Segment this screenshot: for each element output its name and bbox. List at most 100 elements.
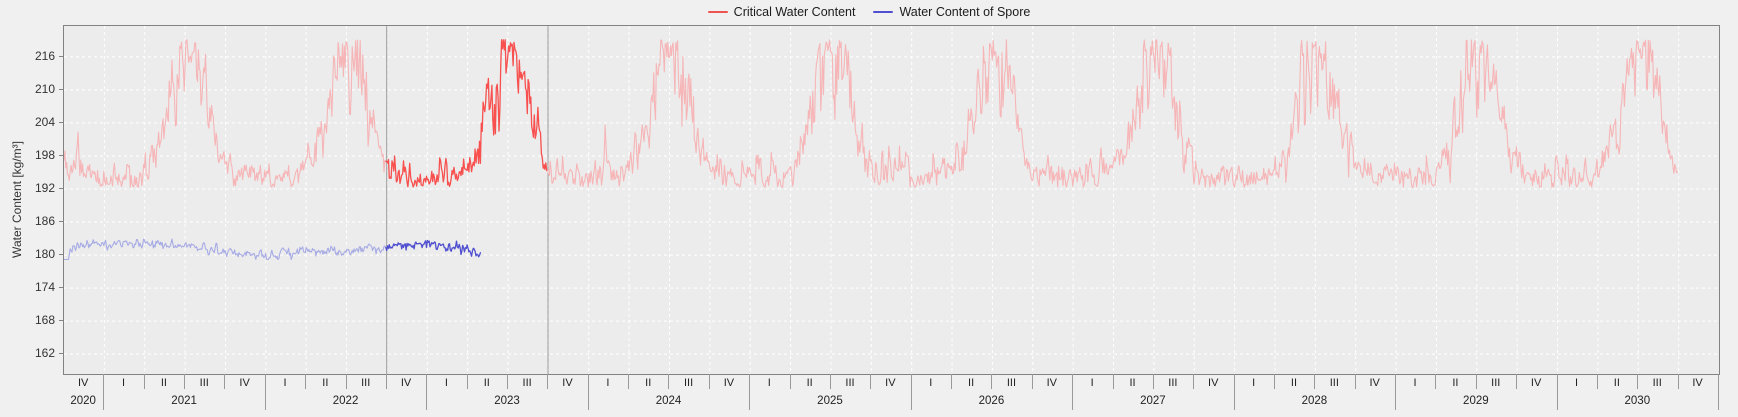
y-tick-mark bbox=[59, 187, 64, 189]
x-quarter-label: I bbox=[929, 377, 933, 389]
quarter-separator bbox=[1596, 374, 1598, 389]
y-tick-label: 174 bbox=[34, 280, 55, 295]
year-separator bbox=[749, 374, 751, 410]
y-tick-mark bbox=[59, 154, 64, 156]
y-tick-label: 216 bbox=[34, 48, 55, 63]
x-quarter-label: IV bbox=[239, 377, 250, 389]
x-quarter-label: III bbox=[199, 377, 209, 389]
x-quarter-label: II bbox=[1129, 377, 1136, 389]
quarter-separator bbox=[507, 374, 509, 389]
x-quarter-label: III bbox=[361, 377, 371, 389]
x-quarter-label: I bbox=[606, 377, 610, 389]
year-separator bbox=[910, 374, 912, 410]
x-quarter-label: III bbox=[683, 377, 694, 389]
x-quarter-label: I bbox=[1090, 377, 1094, 389]
quarter-separator bbox=[305, 374, 307, 389]
quarter-separator bbox=[385, 374, 387, 389]
quarter-separator bbox=[628, 374, 630, 389]
quarter-separator bbox=[184, 374, 186, 389]
quarter-separator bbox=[224, 374, 226, 389]
x-year-label: 2030 bbox=[1624, 395, 1651, 407]
x-year-label: 2020 bbox=[70, 395, 96, 407]
x-quarter-label: IV bbox=[1369, 377, 1380, 389]
x-quarter-label: III bbox=[1652, 377, 1662, 389]
quarter-separator bbox=[143, 374, 145, 389]
y-tick-label: 162 bbox=[34, 346, 55, 361]
legend-line-swatch bbox=[873, 11, 894, 13]
x-quarter-label: III bbox=[1006, 377, 1017, 389]
year-separator bbox=[1395, 374, 1397, 410]
year-separator bbox=[1072, 374, 1074, 410]
quarter-separator bbox=[1112, 374, 1114, 389]
quarter-separator bbox=[1475, 374, 1477, 389]
x-quarter-label: IV bbox=[77, 377, 89, 389]
y-tick-label: 210 bbox=[34, 81, 55, 96]
year-separator bbox=[1233, 374, 1235, 410]
quarter-separator bbox=[1314, 374, 1316, 389]
critical-water-content-line-dim-pre bbox=[64, 39, 387, 188]
quarter-separator bbox=[951, 374, 953, 389]
x-quarter-label: IV bbox=[1530, 377, 1542, 389]
x-quarter-label: II bbox=[1452, 377, 1459, 389]
y-tick-mark bbox=[59, 121, 64, 123]
x-quarter-label: II bbox=[645, 377, 652, 389]
x-quarter-label: I bbox=[283, 377, 287, 389]
quarter-separator bbox=[870, 374, 872, 389]
critical-water-content-line-dim-post bbox=[547, 39, 1678, 188]
x-year-label: 2021 bbox=[171, 395, 197, 407]
x-axis-year-row: 2020 2021 2022 2023 2024 2025 2026 2027 2028 2029… bbox=[63, 392, 1718, 411]
x-quarter-label: I bbox=[1574, 377, 1578, 389]
y-tick-label: 186 bbox=[34, 214, 55, 229]
quarter-separator bbox=[1516, 374, 1518, 389]
x-quarter-label: II bbox=[1290, 377, 1298, 389]
x-axis-quarter-row: IV I II III IV I II III IV I II III IV I II III IV I II III… bbox=[63, 374, 1718, 391]
y-tick-mark bbox=[59, 55, 64, 57]
quarter-separator bbox=[1193, 374, 1195, 389]
x-quarter-label: II bbox=[968, 377, 975, 389]
quarter-separator bbox=[345, 374, 347, 389]
quarter-separator bbox=[789, 374, 791, 389]
year-separator bbox=[426, 374, 428, 410]
x-quarter-label: III bbox=[845, 377, 855, 389]
quarter-separator bbox=[466, 374, 468, 389]
quarter-separator bbox=[1435, 374, 1437, 389]
x-quarter-label: II bbox=[806, 377, 813, 389]
legend-item-critical-water-content[interactable]: Critical Water Content bbox=[707, 5, 856, 19]
x-quarter-label: III bbox=[522, 377, 532, 389]
x-quarter-label: IV bbox=[723, 377, 735, 389]
y-tick-label: 192 bbox=[34, 180, 55, 195]
x-quarter-label: I bbox=[767, 377, 771, 389]
x-quarter-label: IV bbox=[562, 377, 573, 389]
legend-item-water-content-of-spore[interactable]: Water Content of Spore bbox=[873, 5, 1030, 19]
x-quarter-label: IV bbox=[1046, 377, 1057, 389]
quarter-separator bbox=[1031, 374, 1033, 389]
x-quarter-label: I bbox=[122, 377, 126, 389]
x-quarter-label: IV bbox=[1208, 377, 1219, 389]
quarter-separator bbox=[829, 374, 831, 389]
x-year-label: 2024 bbox=[655, 395, 682, 407]
x-quarter-label: I bbox=[1252, 377, 1256, 389]
x-year-label: 2028 bbox=[1301, 395, 1328, 407]
x-quarter-label: I bbox=[1413, 377, 1417, 389]
x-year-label: 2026 bbox=[978, 395, 1005, 407]
legend-label: Critical Water Content bbox=[733, 5, 856, 19]
x-quarter-label: IV bbox=[885, 377, 896, 389]
x-year-label: 2025 bbox=[817, 395, 843, 407]
legend: Critical Water Content Water Content of S… bbox=[0, 3, 1738, 21]
plot-area[interactable] bbox=[63, 25, 1720, 375]
y-tick-label: 198 bbox=[34, 147, 55, 162]
y-tick-mark bbox=[59, 353, 64, 355]
y-tick-mark bbox=[59, 88, 64, 90]
quarter-separator bbox=[1152, 374, 1154, 389]
x-quarter-label: I bbox=[444, 377, 448, 389]
y-tick-label: 204 bbox=[34, 114, 55, 129]
x-quarter-label: IV bbox=[400, 377, 412, 389]
water-content-of-spore-line-dim-pre bbox=[64, 238, 387, 261]
year-separator bbox=[587, 374, 589, 410]
y-tick-mark bbox=[59, 287, 64, 289]
year-separator bbox=[1718, 374, 1719, 410]
y-tick-mark bbox=[59, 320, 64, 322]
quarter-separator bbox=[1273, 374, 1275, 389]
y-tick-mark bbox=[59, 221, 64, 223]
